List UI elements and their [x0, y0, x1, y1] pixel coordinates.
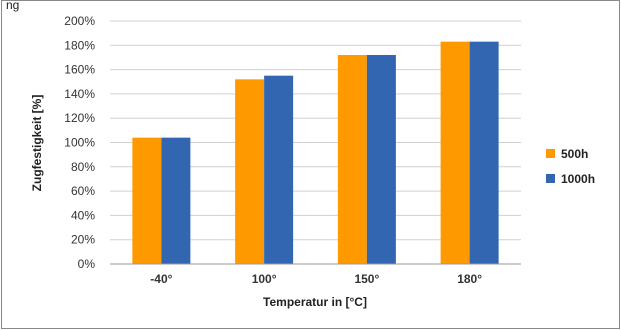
- y-tick-label: 120%: [64, 111, 95, 125]
- legend-swatch-500h: [546, 149, 555, 158]
- x-category-label: 100°: [252, 272, 277, 286]
- x-category-label: -40°: [150, 272, 172, 286]
- bar-500h-1: [235, 79, 265, 264]
- y-tick-label: 140%: [64, 87, 95, 101]
- y-tick-label: 0%: [78, 257, 96, 271]
- y-axis-title: Zugfestigkeit [%]: [30, 95, 44, 192]
- y-tick-label: 20%: [71, 233, 95, 247]
- y-tick-label: 60%: [71, 184, 95, 198]
- y-tick-labels: 0% 20% 40% 60% 80% 100% 120% 140% 160% 180% 200%: [64, 14, 95, 271]
- x-category-label: 180°: [457, 272, 482, 286]
- legend-swatch-1000h: [546, 174, 555, 183]
- bar-500h-2: [337, 55, 367, 264]
- y-tick-label: 100%: [64, 136, 95, 150]
- bar-1000h-2: [366, 55, 396, 264]
- bar-1000h-1: [264, 75, 294, 264]
- x-category-labels: -40° 100° 150° 180°: [150, 272, 482, 286]
- legend: 500h 1000h: [546, 147, 595, 186]
- legend-label-500h: 500h: [561, 147, 588, 161]
- x-axis-title: Temperatur in [°C]: [263, 295, 367, 309]
- legend-label-1000h: 1000h: [561, 172, 595, 186]
- bars: [132, 41, 499, 264]
- bar-1000h-0: [161, 137, 191, 264]
- bar-1000h-3: [469, 41, 499, 264]
- y-tick-label: 40%: [71, 208, 95, 222]
- y-tick-label: 160%: [64, 63, 95, 77]
- bar-500h-3: [440, 41, 470, 264]
- y-tick-label: 200%: [64, 14, 95, 28]
- x-category-label: 150°: [354, 272, 379, 286]
- y-tick-label: 80%: [71, 160, 95, 174]
- bar-500h-0: [132, 137, 162, 264]
- y-tick-label: 180%: [64, 38, 95, 52]
- header-fragment: ng: [6, 0, 19, 12]
